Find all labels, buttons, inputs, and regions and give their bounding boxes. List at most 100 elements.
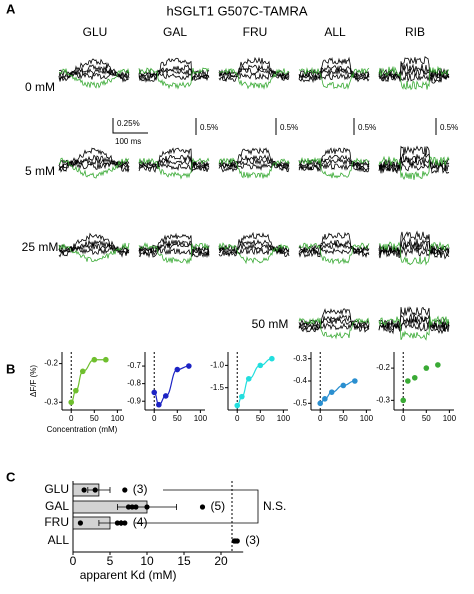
point xyxy=(79,368,86,375)
y-tick-label: -0.7 xyxy=(127,361,141,370)
trace xyxy=(298,68,370,79)
trace xyxy=(298,159,370,171)
trace xyxy=(58,67,130,89)
x-tick-label: 20 xyxy=(214,554,228,568)
point xyxy=(73,387,79,394)
fit-line xyxy=(70,359,106,403)
trace xyxy=(138,242,210,265)
point xyxy=(68,399,75,406)
y-tick-label: -0.8 xyxy=(127,379,141,388)
trace xyxy=(298,157,370,169)
trace xyxy=(218,242,290,265)
row-label: 50 mM xyxy=(252,317,289,331)
trace xyxy=(58,242,130,262)
y-tick-label: FRU xyxy=(44,515,69,529)
point xyxy=(245,375,252,382)
n-label: (3) xyxy=(133,482,148,496)
trace xyxy=(218,67,290,79)
trace xyxy=(298,239,370,256)
trace xyxy=(298,56,370,84)
trace xyxy=(298,66,370,90)
bracket xyxy=(135,489,259,524)
point xyxy=(340,382,347,389)
scale-label: 0.5% xyxy=(440,123,458,132)
x-tick-label: 50 xyxy=(339,414,348,423)
row-label: 25 mM xyxy=(22,240,59,254)
x-tick-label: 5 xyxy=(107,554,114,568)
point xyxy=(352,378,358,384)
trace xyxy=(378,237,450,258)
scale-label: 0.5% xyxy=(280,123,298,132)
x-tick-label: 0 xyxy=(152,414,157,423)
x-tick-label: 50 xyxy=(422,414,431,423)
scale-bar xyxy=(112,118,148,134)
point xyxy=(400,397,407,404)
point xyxy=(122,487,128,493)
point xyxy=(129,504,135,510)
trace xyxy=(298,64,370,81)
y-tick-label: GLU xyxy=(44,482,69,496)
scale-label: 100 ms xyxy=(115,137,141,146)
trace xyxy=(138,68,210,81)
trace xyxy=(58,157,130,179)
x-tick-label: 50 xyxy=(173,414,182,423)
x-axis-label: apparent Kd (mM) xyxy=(80,568,177,582)
x-tick-label: 100 xyxy=(443,414,457,423)
point xyxy=(322,396,328,402)
point xyxy=(125,504,132,510)
trace xyxy=(298,317,370,329)
y-tick-label: -0.2 xyxy=(376,363,390,372)
point xyxy=(411,374,418,381)
point xyxy=(92,487,98,493)
trace xyxy=(218,147,290,173)
trace xyxy=(298,242,370,265)
trace xyxy=(58,158,130,170)
column-label: GLU xyxy=(83,25,108,39)
y-tick-label: -1.0 xyxy=(210,360,224,369)
error-bar xyxy=(87,487,111,493)
trace xyxy=(58,244,130,256)
n-label: (3) xyxy=(245,533,260,547)
trace xyxy=(378,65,450,91)
trace xyxy=(138,243,210,256)
point xyxy=(151,389,158,396)
y-tick-label: -0.2 xyxy=(44,359,58,368)
trace xyxy=(378,155,450,180)
point xyxy=(328,389,335,395)
trace xyxy=(218,158,290,171)
trace xyxy=(378,315,450,341)
x-tick-label: 10 xyxy=(140,554,154,568)
y-axis-label: ΔF/F (%) xyxy=(29,365,38,397)
scale-label: 0.25% xyxy=(117,119,140,128)
fit-line xyxy=(153,365,189,406)
trace xyxy=(219,238,290,256)
x-tick-label: 15 xyxy=(177,554,191,568)
trace xyxy=(378,312,450,332)
point xyxy=(122,520,128,526)
y-tick-label: -0.3 xyxy=(293,354,307,363)
annotation: N.S. xyxy=(263,499,286,513)
trace xyxy=(58,58,130,83)
column-label: ALL xyxy=(324,25,346,39)
trace xyxy=(378,241,450,266)
scale-label: 0.5% xyxy=(200,123,218,132)
trace xyxy=(58,147,130,173)
n-label: (4) xyxy=(133,515,148,529)
trace xyxy=(378,145,450,174)
point xyxy=(186,363,192,369)
y-tick-label: -0.4 xyxy=(293,376,307,385)
y-tick-label: -0.3 xyxy=(44,397,58,406)
point xyxy=(317,400,324,407)
point xyxy=(423,365,430,371)
x-tick-label: 50 xyxy=(256,414,265,423)
point xyxy=(239,393,245,400)
point xyxy=(199,504,206,510)
y-tick-label: -0.3 xyxy=(376,395,390,404)
trace xyxy=(138,57,210,83)
column-label: RIB xyxy=(405,25,425,39)
point xyxy=(133,504,139,510)
point xyxy=(435,362,441,368)
point xyxy=(162,393,169,399)
trace xyxy=(378,67,450,83)
trace xyxy=(58,68,130,79)
